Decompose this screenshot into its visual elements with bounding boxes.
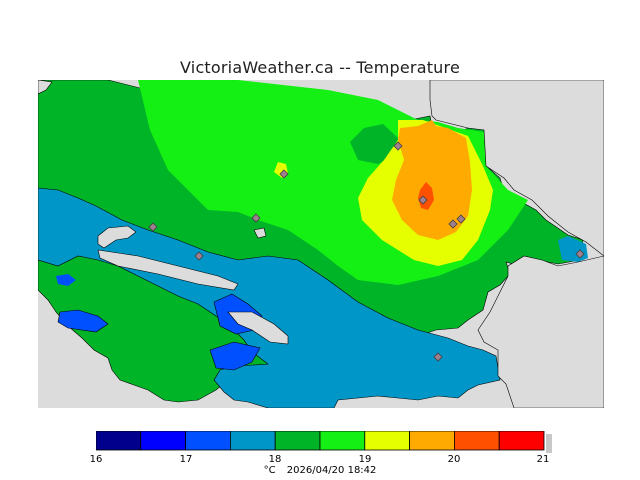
colorbar-swatch <box>409 431 455 451</box>
colorbar-label-21: 21 <box>536 454 550 465</box>
colorbar-swatch <box>498 431 545 451</box>
footer: °C 2026/04/20 18:42 <box>0 465 640 476</box>
station-markers <box>148 141 585 362</box>
colorbar-shadow <box>546 434 552 453</box>
temp-patch-blue-4 <box>56 274 76 286</box>
colorbar-swatch <box>274 431 321 451</box>
temperature-map <box>38 80 604 408</box>
colorbar-label-19: 19 <box>358 454 372 465</box>
gray-inlet-2 <box>97 249 239 291</box>
gray-inlet-3 <box>227 311 289 345</box>
station-marker <box>148 222 158 232</box>
temp-patch-blue-3 <box>209 341 261 371</box>
temp-patch-blue-1 <box>57 309 109 333</box>
colorbar-swatch <box>319 431 366 451</box>
station-marker <box>393 141 403 151</box>
temp-band-17-18 <box>38 187 501 408</box>
colorbar-swatch <box>229 431 276 451</box>
station-marker <box>448 219 458 229</box>
colorbar-label-18: 18 <box>268 454 282 465</box>
temp-blob-green-top <box>350 124 398 164</box>
colorbar-swatch <box>96 431 142 451</box>
gray-inlet-1 <box>97 225 137 249</box>
colorbar-label-20: 20 <box>447 454 461 465</box>
station-marker <box>251 213 261 223</box>
colorbar-swatch <box>364 431 410 451</box>
temp-band-orange <box>392 120 472 240</box>
colorbar-swatch <box>185 431 231 451</box>
station-marker <box>456 214 466 224</box>
unit-label: °C <box>263 465 276 476</box>
station-marker <box>418 195 428 205</box>
gray-coast-right <box>477 255 604 408</box>
station-marker <box>279 169 289 179</box>
colorbar-label-17: 17 <box>179 454 193 465</box>
station-marker <box>433 352 443 362</box>
station-marker <box>194 251 204 261</box>
colorbar-label-16: 16 <box>89 454 103 465</box>
colorbar-swatch <box>140 431 186 451</box>
colorbar <box>96 431 552 453</box>
colorbar-swatch <box>453 431 500 451</box>
map-title: VictoriaWeather.ca -- Temperature <box>180 58 460 77</box>
datetime-label: 2026/04/20 18:42 <box>286 465 377 476</box>
gray-coast-top <box>429 80 604 257</box>
station-marker <box>575 249 585 259</box>
gray-coast-topleft <box>38 80 53 95</box>
gray-island <box>253 227 267 239</box>
